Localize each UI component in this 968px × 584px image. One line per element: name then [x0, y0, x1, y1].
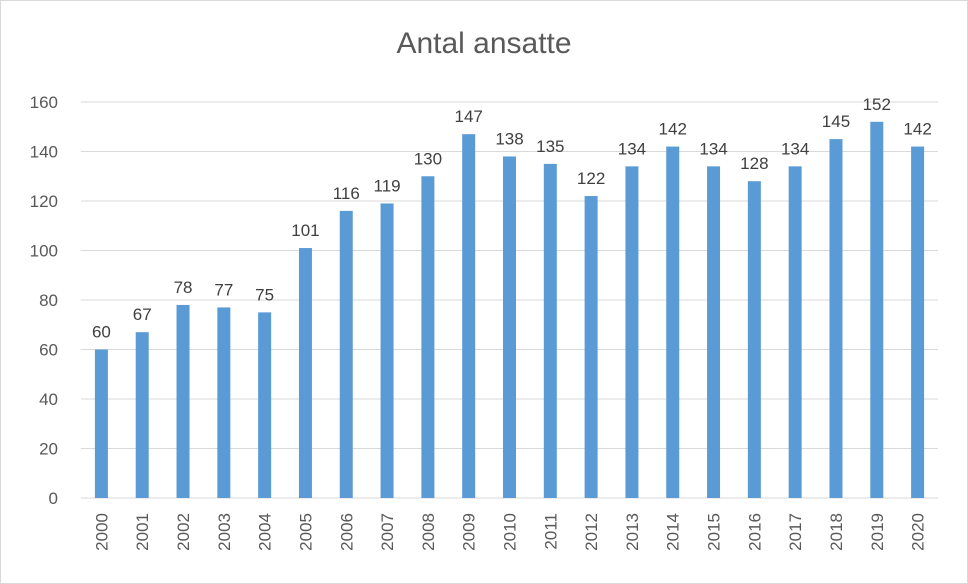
data-label: 75: [255, 285, 274, 304]
x-tick-label: 2009: [460, 513, 479, 551]
x-tick-label: 2013: [623, 513, 642, 551]
data-label: 147: [455, 107, 483, 126]
bar: [666, 146, 680, 499]
bar: [135, 332, 149, 498]
x-tick-label: 2010: [501, 513, 520, 551]
y-tick-label: 60: [39, 341, 58, 360]
x-tick-label: 2012: [582, 513, 601, 551]
x-tick-label: 2018: [827, 513, 846, 551]
bar: [911, 146, 925, 499]
bar: [258, 312, 272, 498]
x-tick-label: 2015: [705, 513, 724, 551]
bar: [380, 203, 394, 498]
x-tick-label: 2020: [909, 513, 928, 551]
x-tick-label: 2004: [256, 513, 275, 551]
data-label: 60: [92, 323, 111, 342]
data-label: 152: [863, 95, 891, 114]
y-tick-label: 20: [39, 440, 58, 459]
bar: [462, 134, 476, 499]
x-tick-label: 2007: [378, 513, 397, 551]
bar: [625, 166, 639, 498]
bar: [339, 210, 353, 498]
data-label: 134: [781, 139, 809, 158]
data-label: 142: [659, 120, 687, 139]
data-label: 130: [414, 149, 442, 168]
x-tick-label: 2001: [133, 513, 152, 551]
bar: [788, 166, 802, 498]
data-label: 134: [699, 139, 727, 158]
x-tick-label: 2003: [215, 513, 234, 551]
data-label: 138: [495, 129, 523, 148]
bar: [217, 307, 231, 498]
data-label: 135: [536, 137, 564, 156]
data-label: 134: [618, 139, 646, 158]
chart-title: Antal ansatte: [396, 27, 572, 60]
data-label: 67: [133, 305, 152, 324]
x-tick-label: 2019: [868, 513, 887, 551]
x-tick-label: 2014: [664, 513, 683, 551]
bar: [94, 349, 108, 498]
x-tick-label: 2005: [296, 513, 315, 551]
bar: [176, 304, 190, 498]
y-tick-label: 140: [30, 143, 58, 162]
bar: [870, 121, 884, 499]
data-label: 119: [374, 176, 401, 195]
data-label: 78: [174, 278, 193, 297]
bar: [707, 166, 721, 498]
x-tick-label: 2016: [745, 513, 764, 551]
y-tick-label: 80: [39, 291, 58, 310]
data-label: 142: [903, 120, 931, 139]
bar: [298, 248, 312, 498]
data-label: 116: [333, 184, 360, 203]
data-label: 77: [214, 280, 233, 299]
y-tick-label: 120: [30, 192, 58, 211]
bar: [421, 176, 435, 498]
y-tick-label: 100: [30, 242, 58, 261]
x-tick-label: 2017: [786, 513, 805, 551]
bar: [543, 163, 557, 498]
data-label: 122: [577, 169, 605, 188]
bar: [584, 196, 598, 499]
data-label: 145: [822, 112, 850, 131]
bar: [829, 139, 843, 498]
y-tick-label: 0: [49, 489, 58, 508]
x-tick-label: 2006: [337, 513, 356, 551]
x-tick-label: 2011: [541, 513, 560, 550]
y-tick-label: 160: [30, 93, 58, 112]
x-tick-label: 2002: [174, 513, 193, 551]
bar: [747, 181, 761, 498]
data-label: 101: [291, 221, 319, 240]
bar: [503, 156, 516, 498]
x-tick-label: 2008: [419, 513, 438, 551]
x-tick-label: 2000: [92, 513, 111, 551]
y-tick-label: 40: [39, 390, 58, 409]
data-label: 128: [740, 154, 768, 173]
